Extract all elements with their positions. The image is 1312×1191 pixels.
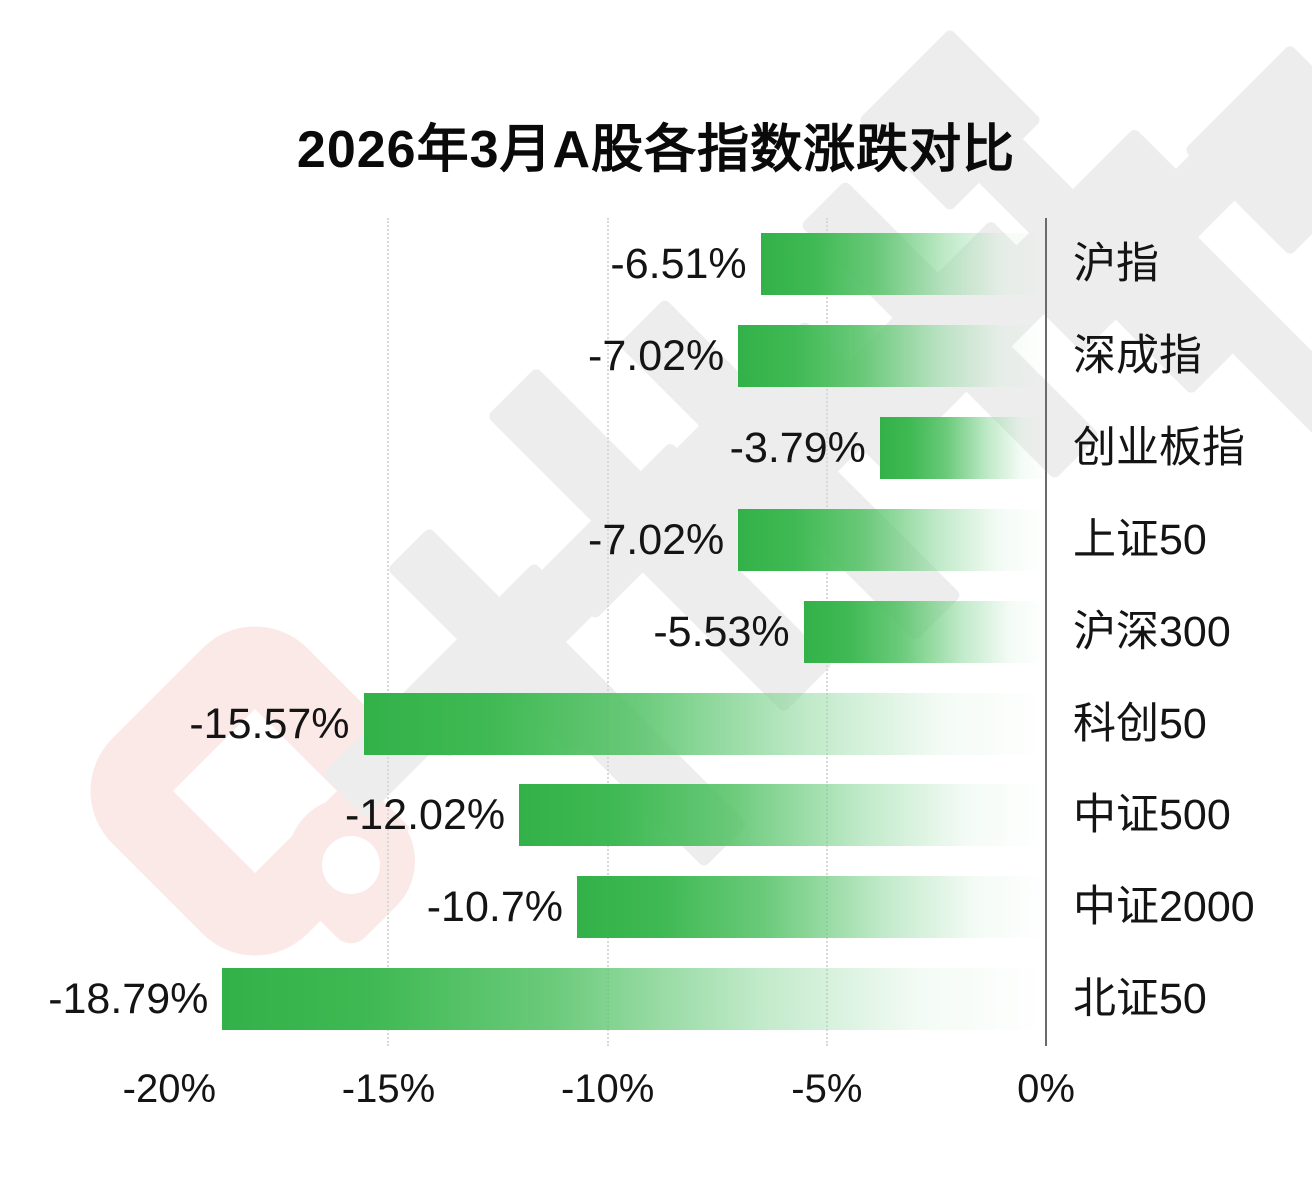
bar bbox=[760, 233, 1046, 295]
bar-category-label: 北证50 bbox=[1073, 975, 1207, 1024]
x-gridline bbox=[606, 218, 609, 1046]
x-tick-label: -5% bbox=[791, 1067, 863, 1111]
bar-category-label: 上证50 bbox=[1073, 515, 1207, 564]
bar-value-label: -18.79% bbox=[48, 975, 209, 1024]
bar-value-label: -7.02% bbox=[588, 331, 725, 380]
bar bbox=[879, 416, 1046, 479]
bar bbox=[803, 600, 1046, 663]
chart-title: 2026年3月A股各指数涨跌对比 bbox=[296, 120, 1016, 179]
x-tick-label: -15% bbox=[341, 1067, 436, 1111]
bar-category-label: 沪深300 bbox=[1073, 607, 1231, 656]
x-tick-label: -20% bbox=[122, 1067, 217, 1111]
x-tick-label: -10% bbox=[560, 1067, 655, 1111]
x-tick-label: 0% bbox=[1017, 1067, 1075, 1111]
bar-value-label: -3.79% bbox=[729, 423, 866, 472]
bar-category-label: 中证2000 bbox=[1073, 883, 1255, 932]
bar-category-label: 科创50 bbox=[1073, 699, 1207, 748]
bar bbox=[222, 968, 1046, 1031]
zero-axis-line bbox=[1045, 218, 1047, 1046]
bar-category-label: 创业板指 bbox=[1073, 423, 1245, 472]
bar-category-label: 中证500 bbox=[1073, 791, 1231, 840]
bar-value-label: -12.02% bbox=[344, 791, 506, 840]
bar bbox=[738, 508, 1046, 571]
bar-value-label: -5.53% bbox=[653, 607, 790, 656]
bar-category-label: 深成指 bbox=[1073, 331, 1202, 380]
bar-category-label: 沪指 bbox=[1073, 240, 1159, 288]
bar-value-label: -7.02% bbox=[588, 515, 725, 564]
bar-value-label: -10.7% bbox=[426, 883, 563, 932]
logo-curl-hole-shape bbox=[322, 836, 380, 894]
bar bbox=[519, 784, 1046, 847]
bar-value-label: -6.51% bbox=[610, 240, 747, 288]
bar-value-label: -15.57% bbox=[189, 699, 350, 748]
bar bbox=[738, 324, 1046, 387]
chart-plot-area: -20% -15% -10% -5% 0% -6.51% 沪指 -7.02% 深成指 -3.79%… bbox=[48, 218, 1255, 1111]
x-gridline bbox=[387, 218, 390, 1046]
bar bbox=[576, 876, 1046, 939]
bar bbox=[363, 692, 1046, 755]
